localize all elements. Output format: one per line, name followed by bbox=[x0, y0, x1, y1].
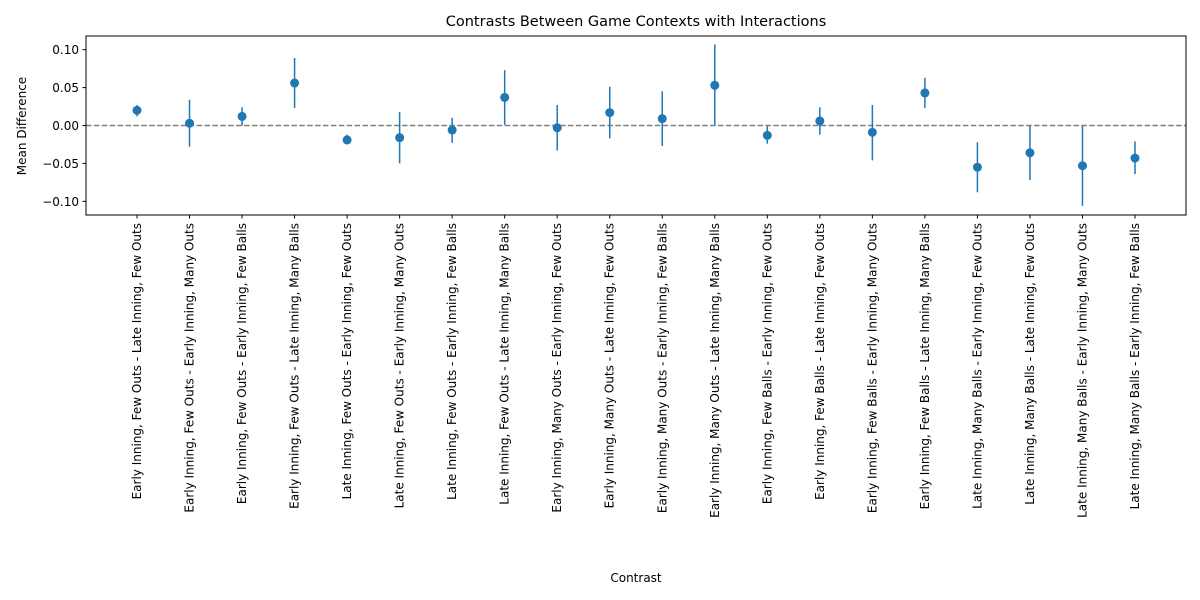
x-tick-label: Early Inning, Few Balls - Early Inning, … bbox=[760, 223, 774, 504]
chart-title: Contrasts Between Game Contexts with Int… bbox=[446, 14, 827, 30]
x-tick-label: Early Inning, Few Outs - Late Inning, Fe… bbox=[130, 223, 144, 499]
x-tick-label: Early Inning, Many Outs - Late Inning, M… bbox=[708, 223, 722, 518]
data-point bbox=[657, 114, 667, 124]
x-tick-label: Early Inning, Many Outs - Early Inning, … bbox=[655, 223, 669, 513]
y-tick-label: −0.05 bbox=[42, 157, 79, 171]
x-tick-label: Late Inning, Many Balls - Early Inning, … bbox=[970, 223, 984, 509]
data-point bbox=[1130, 153, 1140, 163]
y-tick-label: 0.05 bbox=[52, 81, 79, 95]
x-tick-label: Early Inning, Few Outs - Early Inning, M… bbox=[183, 223, 197, 513]
data-point bbox=[920, 88, 930, 98]
x-axis-title: Contrast bbox=[610, 571, 662, 585]
x-tick-label: Early Inning, Few Balls - Early Inning, … bbox=[865, 223, 879, 513]
plot-frame bbox=[85, 35, 1187, 216]
data-point bbox=[972, 162, 982, 172]
x-tick-label: Late Inning, Few Outs - Early Inning, Fe… bbox=[340, 223, 354, 499]
data-point bbox=[237, 111, 247, 121]
data-point bbox=[500, 92, 510, 102]
x-tick-label: Late Inning, Many Balls - Early Inning, … bbox=[1128, 223, 1142, 509]
data-point bbox=[395, 133, 405, 143]
y-tick-label: 0.00 bbox=[52, 119, 79, 133]
data-point bbox=[552, 123, 562, 133]
data-points bbox=[132, 78, 1140, 172]
x-axis: Early Inning, Few Outs - Late Inning, Fe… bbox=[130, 215, 1142, 518]
y-tick-label: −0.10 bbox=[42, 195, 79, 209]
data-point bbox=[762, 130, 772, 140]
x-tick-label: Early Inning, Few Outs - Early Inning, F… bbox=[235, 223, 249, 504]
x-tick-label: Late Inning, Few Outs - Early Inning, Fe… bbox=[445, 223, 459, 500]
data-point bbox=[1077, 161, 1087, 171]
y-tick-label: 0.10 bbox=[52, 43, 79, 57]
x-tick-label: Early Inning, Few Balls - Late Inning, M… bbox=[918, 223, 932, 509]
data-point bbox=[290, 78, 300, 88]
x-tick-label: Late Inning, Many Balls - Early Inning, … bbox=[1075, 223, 1089, 518]
x-tick-label: Early Inning, Many Outs - Early Inning, … bbox=[550, 223, 564, 513]
x-tick-label: Early Inning, Many Outs - Late Inning, F… bbox=[603, 223, 617, 508]
data-point bbox=[342, 135, 352, 145]
x-tick-label: Early Inning, Few Balls - Late Inning, F… bbox=[813, 223, 827, 500]
y-axis: 0.10 0.05 0.00 −0.05 −0.10 bbox=[42, 43, 86, 209]
x-tick-label: Late Inning, Many Balls - Late Inning, F… bbox=[1023, 223, 1037, 505]
data-point bbox=[815, 116, 825, 126]
x-tick-label: Early Inning, Few Outs - Late Inning, Ma… bbox=[288, 223, 302, 509]
data-point bbox=[185, 118, 195, 128]
y-axis-title: Mean Difference bbox=[15, 77, 29, 175]
data-point bbox=[1025, 148, 1035, 158]
data-point bbox=[867, 127, 877, 137]
data-point bbox=[710, 80, 720, 90]
data-point bbox=[447, 125, 457, 135]
data-point bbox=[132, 105, 142, 115]
data-point bbox=[605, 108, 615, 118]
x-tick-label: Late Inning, Few Outs - Early Inning, Ma… bbox=[393, 223, 407, 508]
x-tick-label: Late Inning, Few Outs - Late Inning, Man… bbox=[498, 223, 512, 505]
